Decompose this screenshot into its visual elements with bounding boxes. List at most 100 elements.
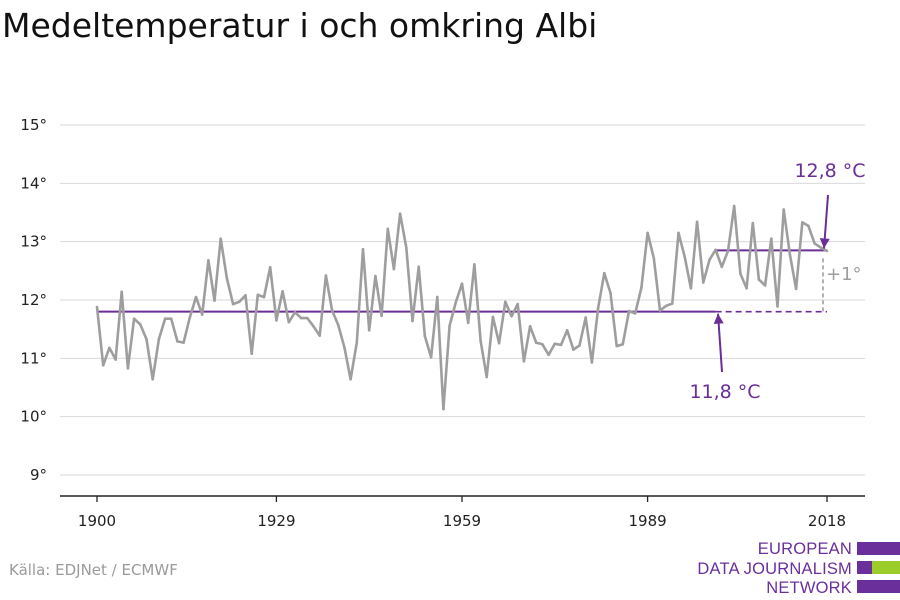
data-point [702,281,705,284]
data-point [572,348,575,351]
data-point [275,319,278,322]
data-point [547,353,550,357]
data-point [429,355,433,359]
data-point [646,231,649,235]
label-recent-value: 12,8 °C [794,160,865,182]
data-point [559,343,563,347]
data-point [615,344,618,348]
data-point [658,309,662,312]
data-point [392,267,396,271]
data-point [287,320,291,324]
data-point [448,324,451,328]
data-point [689,287,693,290]
data-point [268,266,272,269]
x-tick-label: 1989 [628,512,666,530]
data-point [528,325,532,328]
data-point [361,248,365,251]
data-point [343,346,346,350]
data-point [757,278,761,281]
y-tick-labels: 9° 10° 11° 12° 13° 14° 15° [20,116,47,484]
edjnet-logo: EUROPEAN DATA JOURNALISM NETWORK [697,538,900,598]
data-point [194,295,198,299]
chart: 9° 10° 11° 12° 13° 14° 15° 1900 1929 1959 1989 201… [20,116,865,530]
data-point [145,337,148,341]
data-point [213,299,216,302]
y-tick-label: 10° [20,408,47,426]
arrow-recent-head [819,238,830,249]
data-point [312,325,315,328]
data-point [244,294,247,297]
data-point [497,341,501,345]
data-point [219,237,222,240]
data-point [417,265,421,269]
data-point [169,317,173,321]
series-group [95,204,829,411]
data-point [293,311,297,314]
data-point [726,249,730,253]
data-point [751,221,755,225]
data-point [411,319,414,323]
data-point [578,344,581,347]
data-point [299,316,303,320]
data-point [176,340,179,343]
data-point [776,305,779,308]
data-point [788,253,792,256]
data-point [770,237,773,240]
data-point [114,358,117,361]
data-point [405,246,408,249]
data-point [318,334,322,337]
data-point [349,378,352,381]
data-point [534,341,538,344]
y-tick-label: 12° [20,291,47,309]
data-point [825,249,829,253]
data-point [782,208,785,211]
data-point [380,314,383,318]
data-point [801,221,804,224]
data-point [627,309,631,313]
data-point [151,378,154,381]
data-point [621,343,625,346]
data-point [664,304,668,308]
data-point [603,271,606,275]
logo-bar-2-accent [872,561,900,574]
annotation-labels: 11,8 °C 12,8 °C +1° [689,160,865,403]
x-tick-label: 1959 [443,512,481,530]
data-point [157,337,161,341]
arrow-baseline-head [713,313,724,324]
y-tick-label: 11° [20,349,47,367]
data-point [485,375,489,379]
data-point [596,306,600,310]
data-point [200,313,204,316]
data-point [633,312,637,315]
data-point [262,295,266,299]
y-tick-label: 9° [30,466,47,484]
data-point [510,315,513,318]
data-point [454,301,458,304]
y-tick-label: 14° [20,174,47,192]
data-point [720,265,724,269]
x-tick-label: 2018 [808,512,846,530]
label-difference: +1° [826,264,862,285]
data-point [330,309,334,312]
x-axis: 1900 1929 1959 1989 2018 [60,495,865,530]
data-point [640,286,643,290]
x-tick-label: 1929 [257,512,295,530]
data-point [163,317,167,321]
data-point [256,293,260,297]
data-point [732,204,736,208]
data-point [139,323,142,326]
data-point [745,287,748,290]
data-point [479,339,482,343]
data-point [522,360,526,363]
data-point [324,274,328,277]
data-point [516,302,519,306]
data-point [708,258,711,262]
data-point [306,316,309,320]
grid-lines [60,124,865,476]
data-point [813,242,816,245]
data-point [436,295,439,299]
data-point [584,316,587,319]
data-point [355,341,359,344]
data-point [95,305,99,309]
data-point [683,255,686,259]
